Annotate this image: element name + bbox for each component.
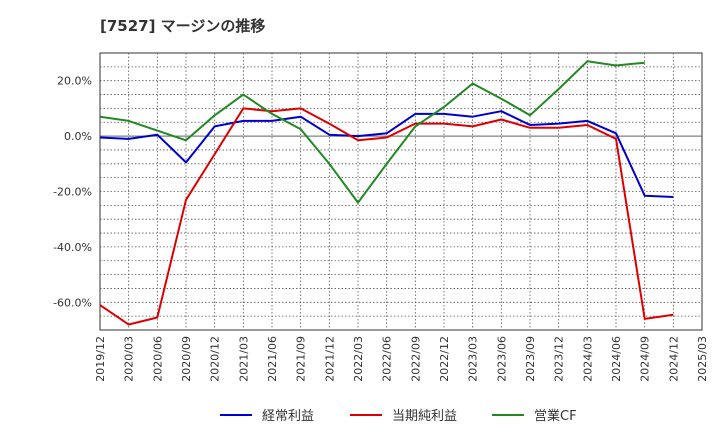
x-tick-label: 2025/03 bbox=[696, 336, 709, 382]
y-tick-label: -20.0% bbox=[53, 186, 92, 199]
y-tick-label: -60.0% bbox=[53, 296, 92, 309]
x-tick-label: 2023/06 bbox=[495, 336, 508, 382]
series-line bbox=[99, 107, 674, 326]
x-tick-label: 2021/09 bbox=[295, 336, 308, 382]
x-tick-label: 2021/12 bbox=[323, 336, 336, 382]
horizontal-gridlines bbox=[100, 66, 702, 317]
chart-title: [7527] マージンの推移 bbox=[100, 17, 265, 35]
x-tick-label: 2020/06 bbox=[151, 336, 164, 382]
x-tick-label: 2020/09 bbox=[180, 336, 193, 382]
x-tick-label: 2020/03 bbox=[123, 336, 136, 382]
legend-label: 営業CF bbox=[534, 408, 577, 424]
x-tick-label: 2022/03 bbox=[352, 336, 365, 382]
x-tick-label: 2024/06 bbox=[610, 336, 623, 382]
x-tick-label: 2024/03 bbox=[581, 336, 594, 382]
legend: 経常利益 当期純利益 営業CF bbox=[220, 408, 577, 424]
legend-label: 当期純利益 bbox=[392, 409, 457, 424]
x-tick-label: 2024/09 bbox=[639, 336, 652, 382]
x-tick-label: 2022/09 bbox=[409, 336, 422, 382]
series-line bbox=[99, 60, 645, 204]
x-tick-label: 2023/12 bbox=[553, 336, 566, 382]
x-tick-label: 2024/12 bbox=[667, 336, 680, 382]
x-tick-label: 2023/09 bbox=[524, 336, 537, 382]
x-tick-label: 2022/12 bbox=[438, 336, 451, 382]
series-lines bbox=[99, 60, 674, 326]
y-tick-label: 20.0% bbox=[57, 75, 92, 88]
x-tick-label: 2021/06 bbox=[266, 336, 279, 382]
legend-label: 経常利益 bbox=[262, 409, 314, 424]
x-tick-label: 2020/12 bbox=[209, 336, 222, 382]
x-tick-label: 2023/03 bbox=[467, 336, 480, 382]
y-axis-tick-labels: 20.0% 0.0% -20.0% -40.0% -60.0% bbox=[53, 75, 92, 310]
x-axis-tick-labels: 2019/12 2020/03 2020/06 2020/09 2020/12 2021/… bbox=[94, 336, 709, 382]
series-line bbox=[99, 110, 674, 198]
x-tick-label: 2021/03 bbox=[237, 336, 250, 382]
y-tick-label: 0.0% bbox=[64, 130, 92, 143]
x-tick-label: 2022/06 bbox=[381, 336, 394, 382]
x-tick-label: 2019/12 bbox=[94, 336, 107, 382]
y-tick-label: -40.0% bbox=[53, 241, 92, 254]
